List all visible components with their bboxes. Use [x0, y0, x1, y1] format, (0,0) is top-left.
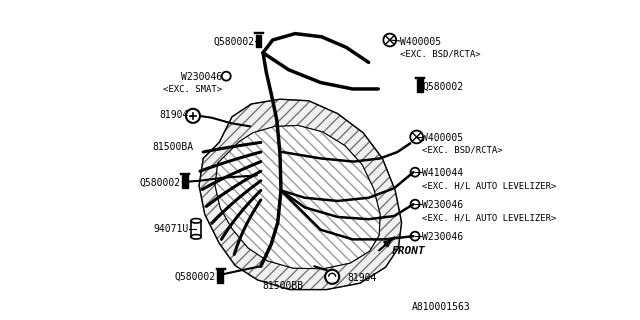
Text: Q580002: Q580002: [213, 36, 254, 47]
Text: A810001563: A810001563: [412, 302, 470, 312]
Text: 81500BA: 81500BA: [152, 142, 193, 152]
Ellipse shape: [191, 219, 201, 223]
Text: Q580002: Q580002: [175, 272, 216, 282]
Text: FRONT: FRONT: [392, 246, 426, 256]
Polygon shape: [215, 125, 380, 269]
Text: W400005: W400005: [400, 36, 441, 47]
Polygon shape: [199, 99, 402, 290]
Text: 81904: 81904: [347, 273, 376, 284]
Text: 81904: 81904: [159, 110, 189, 120]
Text: W230046: W230046: [422, 200, 463, 210]
Text: W410044: W410044: [422, 168, 463, 178]
Text: <EXC. H/L AUTO LEVELIZER>: <EXC. H/L AUTO LEVELIZER>: [422, 181, 557, 190]
Bar: [182, 175, 188, 188]
Circle shape: [325, 270, 339, 284]
Text: <EXC. BSD/RCTA>: <EXC. BSD/RCTA>: [422, 146, 503, 155]
Text: 94071U: 94071U: [154, 224, 189, 234]
Text: <EXC. BSD/RCTA>: <EXC. BSD/RCTA>: [400, 50, 481, 59]
Bar: [417, 79, 423, 92]
Text: W230046: W230046: [422, 232, 463, 242]
Bar: [191, 221, 201, 237]
Text: Q580002: Q580002: [140, 177, 181, 188]
Text: W400005: W400005: [422, 132, 463, 143]
Text: <EXC. H/L AUTO LEVELIZER>: <EXC. H/L AUTO LEVELIZER>: [422, 213, 557, 222]
Ellipse shape: [191, 235, 201, 239]
Bar: [218, 270, 223, 283]
Bar: [256, 35, 262, 47]
Circle shape: [186, 109, 200, 123]
Text: W230046: W230046: [181, 72, 223, 82]
Text: 81500BB: 81500BB: [262, 281, 304, 292]
Text: Q580002: Q580002: [422, 81, 463, 92]
Text: <EXC. SMAT>: <EXC. SMAT>: [163, 85, 223, 94]
